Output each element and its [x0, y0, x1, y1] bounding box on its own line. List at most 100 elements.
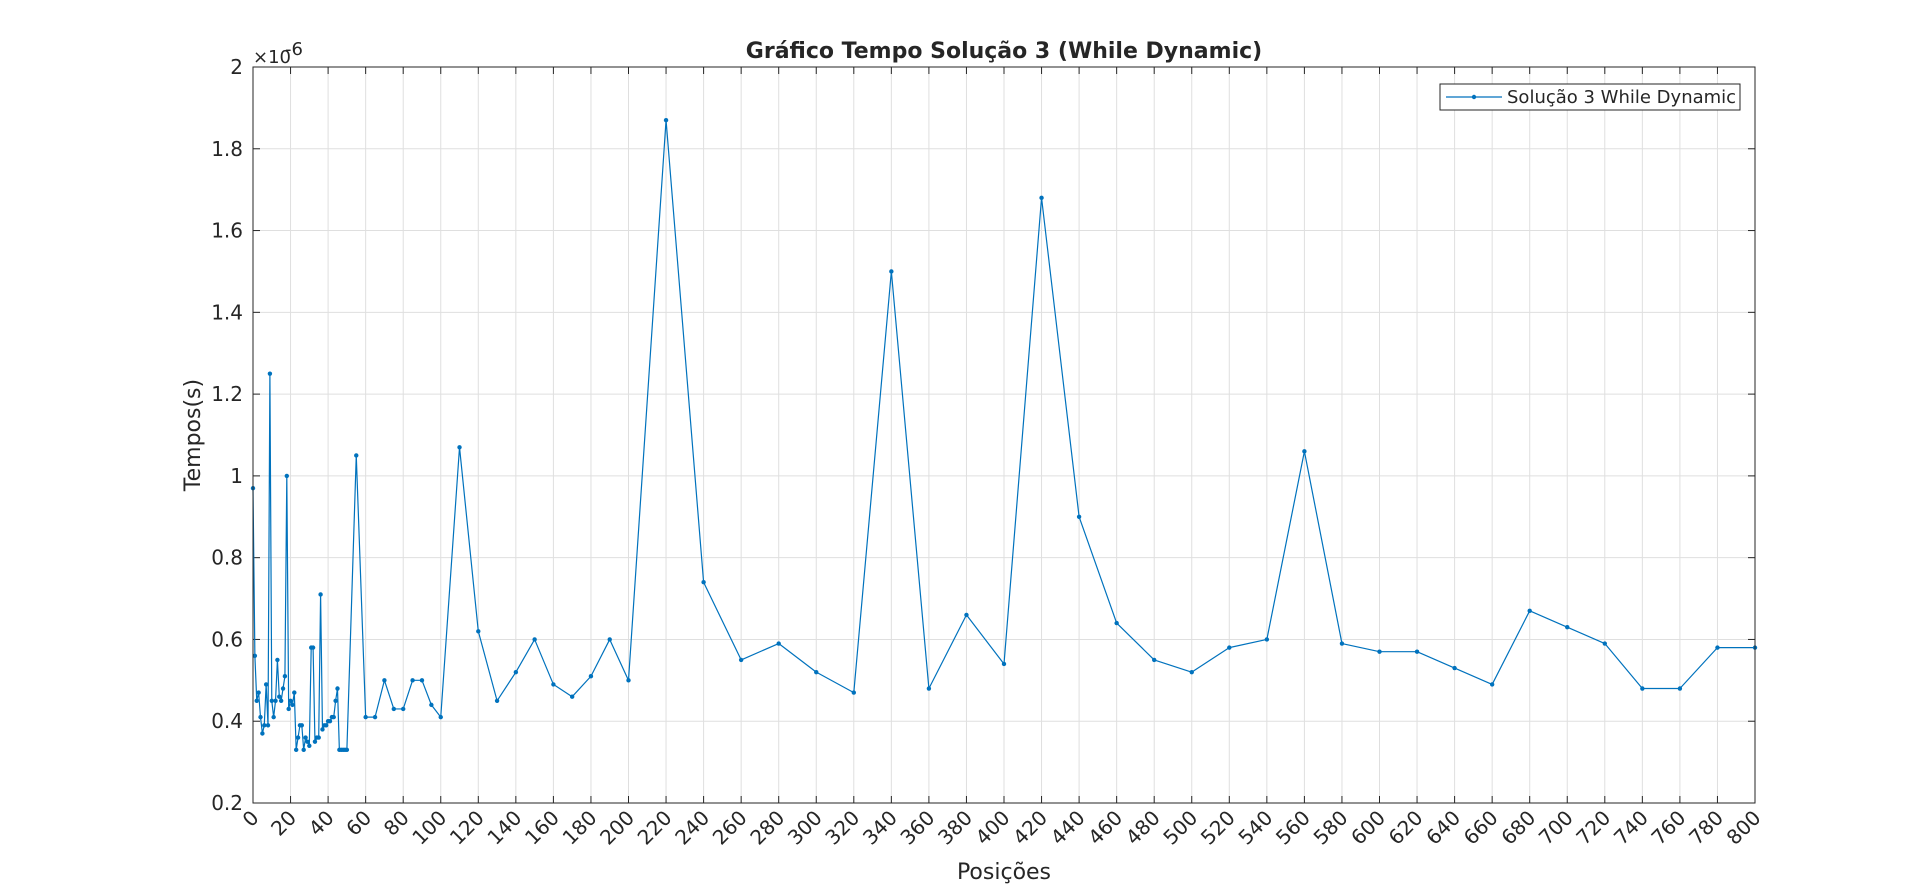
data-point: [382, 678, 387, 683]
y-tick-label: 1: [230, 464, 243, 488]
data-point: [263, 682, 269, 687]
data-point: [551, 682, 556, 687]
data-point: [776, 641, 781, 646]
y-tick-label: 0.2: [211, 791, 243, 815]
data-point: [476, 629, 481, 634]
y-tick-label: 1.2: [211, 382, 243, 406]
data-point: [814, 669, 819, 675]
plot-frame: [252, 66, 1756, 804]
data-point: [1489, 682, 1495, 687]
data-point: [889, 269, 894, 274]
data-point: [457, 445, 462, 450]
data-point: [1414, 649, 1420, 654]
data-point: [280, 686, 286, 691]
data-point: [354, 453, 359, 458]
data-point: [327, 719, 333, 724]
data-point: [1602, 641, 1608, 646]
data-point: [305, 739, 310, 744]
data-point: [569, 694, 575, 699]
data-point: [626, 678, 631, 683]
legend-label: Solução 3 While Dynamic: [1507, 87, 1736, 108]
data-point: [391, 706, 397, 712]
data-point: [260, 731, 265, 736]
data-point: [320, 727, 325, 732]
data-point: [284, 473, 289, 479]
y-axis-label: Tempos(s): [181, 379, 206, 492]
data-point: [299, 723, 305, 728]
data-point: [252, 653, 258, 658]
data-point: [254, 698, 259, 703]
x-axis-label: Posições: [957, 860, 1051, 885]
data-point: [275, 657, 280, 663]
data-point: [1039, 195, 1044, 201]
data-point: [1152, 657, 1157, 663]
data-point: [271, 714, 276, 720]
data-point: [282, 674, 288, 679]
data-point: [293, 747, 299, 753]
data-series: [250, 117, 1758, 753]
data-point: [429, 702, 434, 708]
data-point: [419, 678, 425, 683]
data-point: [286, 706, 291, 712]
data-point: [663, 117, 669, 123]
data-point: [607, 637, 612, 642]
data-point: [513, 669, 519, 675]
data-point: [262, 723, 267, 728]
data-point: [851, 690, 856, 695]
legend: Solução 3 While Dynamic: [1439, 83, 1741, 111]
data-point: [310, 645, 316, 650]
data-point: [701, 580, 706, 585]
data-point: [372, 714, 378, 720]
data-point: [410, 678, 415, 683]
data-point: [1114, 620, 1119, 626]
data-point: [438, 714, 443, 720]
data-point: [277, 694, 282, 699]
data-point: [738, 657, 744, 663]
data-point: [295, 735, 301, 740]
data-point: [1227, 645, 1232, 650]
data-point: [288, 698, 293, 703]
data-point: [335, 686, 340, 691]
data-point: [265, 723, 271, 728]
y-exponent-power: -6: [285, 39, 303, 60]
data-point: [1640, 686, 1645, 691]
data-point: [307, 743, 312, 748]
data-point: [344, 747, 350, 753]
data-point: [1452, 665, 1457, 671]
data-point: [588, 674, 594, 679]
y-tick-label: 1.8: [211, 137, 243, 161]
data-point: [926, 686, 932, 691]
data-point: [303, 735, 308, 740]
y-exponent: ×10 -6: [253, 39, 303, 68]
data-point: [1377, 649, 1382, 654]
y-tick-label: 0.8: [211, 546, 243, 570]
data-point: [964, 612, 969, 618]
data-point: [301, 747, 306, 753]
data-point: [401, 706, 406, 712]
y-tick-label: 1.4: [211, 300, 243, 324]
data-point: [324, 723, 329, 728]
data-point: [1302, 449, 1307, 454]
y-tick-label: 0.4: [211, 709, 243, 733]
data-point: [333, 698, 338, 703]
data-point: [1189, 669, 1194, 675]
y-exponent-base: ×10: [253, 47, 291, 68]
y-tick-label: 0.6: [211, 627, 243, 651]
data-point: [1264, 637, 1270, 642]
data-point: [273, 698, 278, 703]
data-point: [331, 714, 336, 720]
y-tick-label: 1.6: [211, 219, 243, 243]
data-point: [292, 690, 297, 695]
y-tick-label: 2: [230, 55, 243, 79]
data-point: [290, 702, 295, 708]
data-point: [1001, 661, 1007, 667]
data-point: [1565, 624, 1570, 630]
data-point: [267, 371, 273, 376]
data-point: [532, 637, 537, 642]
data-point: [318, 592, 323, 597]
data-point: [1527, 608, 1532, 614]
data-point: [1339, 641, 1345, 646]
y-tick-labels: 0.2 0.4 0.6 0.8 1 1.2 1.4 1.6 1.8 2: [211, 55, 243, 815]
grid-lines: [252, 66, 1756, 804]
